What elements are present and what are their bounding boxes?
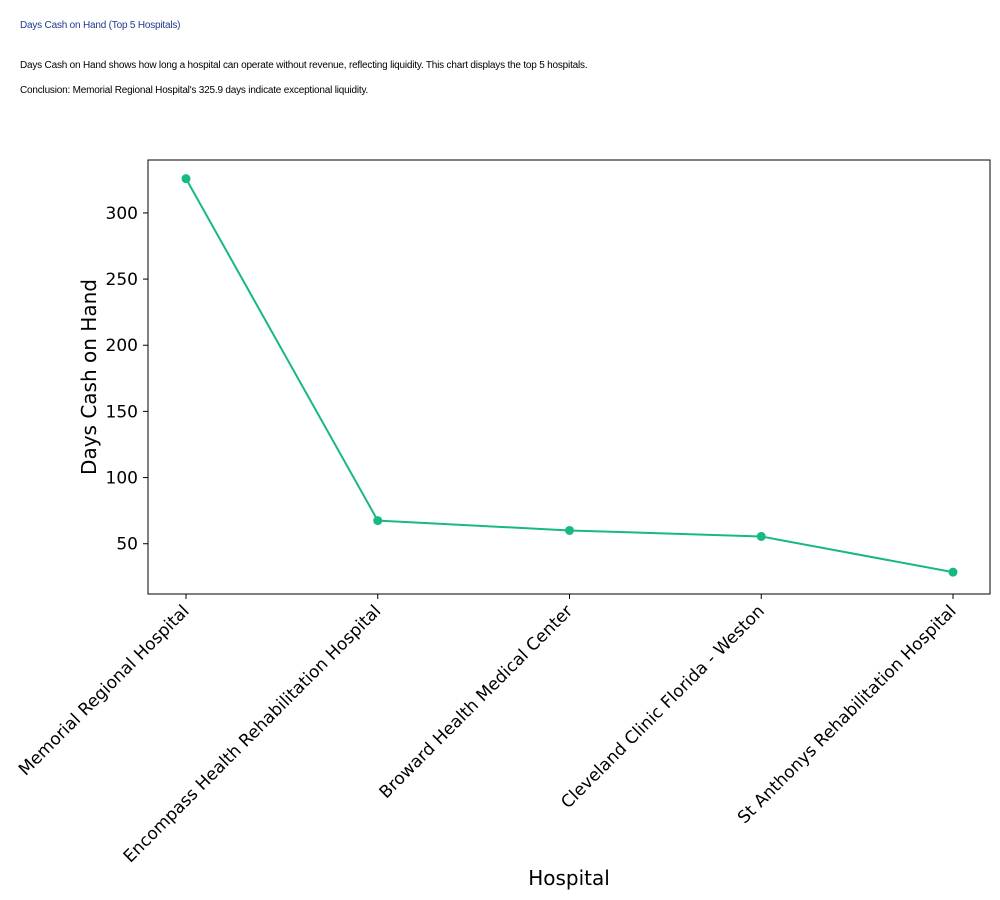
x-axis-label: Hospital (528, 866, 610, 890)
x-tick-label: Broward Health Medical Center (376, 601, 577, 802)
series-line (185, 178, 954, 574)
data-point (565, 525, 574, 535)
chart-conclusion: Conclusion: Memorial Regional Hospital's… (20, 85, 369, 96)
data-point (948, 567, 958, 577)
x-tick-label: St Anthonys Rehabilitation Hospital (734, 601, 960, 827)
y-tick-label: 50 (116, 535, 138, 555)
y-axis-label: Days Cash on Hand (77, 279, 101, 475)
data-point (756, 531, 766, 541)
y-tick-label: 200 (106, 336, 138, 356)
y-tick-label: 100 (106, 469, 138, 489)
x-tick-label: Cleveland Clinic Florida - Weston (557, 601, 768, 812)
series-markers (181, 174, 958, 577)
page-title: Days Cash on Hand (Top 5 Hospitals) (20, 20, 181, 31)
y-axis: 50 100 150 200 250 300 (106, 204, 148, 555)
chart-description: Days Cash on Hand shows how long a hospi… (20, 60, 588, 71)
y-tick-label: 250 (106, 270, 138, 290)
data-point (373, 516, 383, 526)
data-point (181, 174, 191, 184)
y-tick-label: 300 (106, 204, 138, 224)
x-tick-label: Memorial Regional Hospital (15, 601, 194, 780)
y-tick-label: 150 (106, 402, 138, 422)
